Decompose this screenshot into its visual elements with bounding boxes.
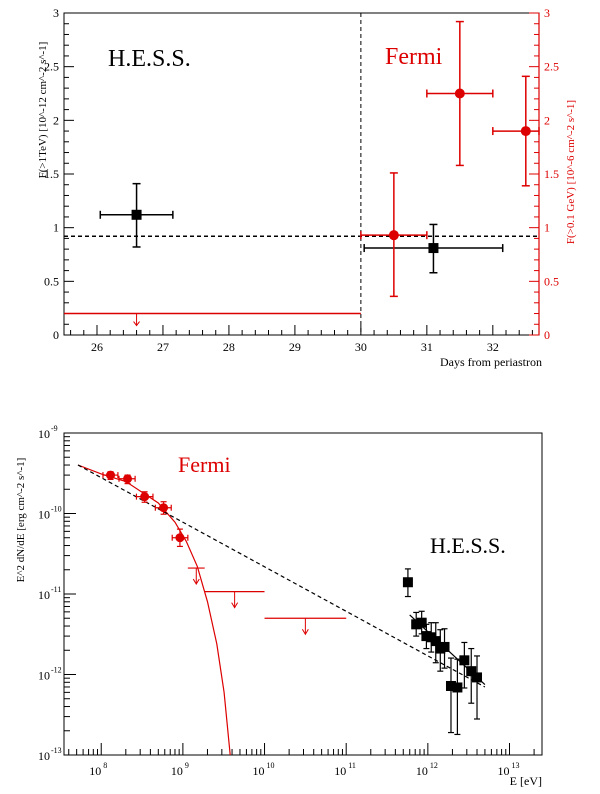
bottom-x-tick-exponent: 12 (430, 761, 438, 770)
bottom-x-tick-label: 10 (416, 764, 428, 778)
bottom-hess-point (445, 680, 456, 691)
bottom-x-tick-exponent: 8 (103, 761, 107, 770)
bottom-y-tick-exponent: -12 (51, 666, 62, 675)
bottom-x-tick-label: 10 (171, 764, 183, 778)
top-left-y-tick-label: 2.5 (44, 60, 59, 74)
top-left-y-tick-label: 1 (53, 221, 59, 235)
bottom-model-line (77, 464, 231, 756)
bottom-upper-limits (187, 567, 347, 636)
bottom-y-axis-label: E^2 dN/dE [erg cm^-2 s^-1] (15, 458, 27, 583)
bottom-x-tick-label: 10 (334, 764, 346, 778)
bottom-fermi-point (175, 533, 185, 543)
bottom-model-lines (77, 464, 486, 756)
top-data-points (99, 20, 540, 298)
bottom-annotation-hess: H.E.S.S. (430, 533, 506, 558)
bottom-upper-limit-arrowhead (192, 578, 200, 586)
bottom-hess-point (466, 666, 477, 677)
top-x-tick-label: 31 (421, 340, 433, 354)
top-right-y-tick-label: 1 (544, 221, 550, 235)
bottom-annotation-fermi: Fermi (178, 452, 231, 477)
top-x-tick-label: 29 (289, 340, 301, 354)
top-right-y-tick-label: 2.5 (544, 60, 559, 74)
bottom-x-tick-exponent: 9 (185, 761, 189, 770)
top-hess-point (428, 243, 439, 254)
bottom-upper-limit-arrowhead (231, 602, 239, 609)
bottom-hess-point (416, 617, 427, 628)
top-fermi-point (388, 230, 399, 241)
top-annotation-fermi: Fermi (385, 44, 443, 70)
bottom-y-tick-label: 10 (38, 427, 50, 441)
bottom-model-line (77, 464, 486, 688)
top-upper-limit-arrowhead (133, 321, 140, 327)
bottom-hess-point (452, 682, 463, 693)
top-right-y-tick-label: 3 (544, 6, 550, 20)
bottom-hess-point (402, 577, 413, 588)
top-right-y-axis-label: F(>0.1 GeV) [10^-6 cm^-2 s^-1] (565, 100, 577, 244)
bottom-y-tick-exponent: -9 (51, 424, 58, 433)
top-right-y-tick-label: 0.5 (544, 274, 559, 288)
bottom-x-axis-label: E [eV] (510, 774, 542, 788)
bottom-data-points (102, 470, 483, 736)
top-left-y-tick-label: 0.5 (44, 274, 59, 288)
bottom-x-tick-label: 10 (89, 764, 101, 778)
top-left-y-tick-label: 1.5 (44, 167, 59, 181)
bottom-hess-point (439, 641, 450, 652)
bottom-y-tick-label: 10 (38, 669, 50, 683)
bottom-y-tick-label: 10 (38, 588, 50, 602)
top-fermi-point (454, 88, 465, 99)
top-left-y-tick-label: 3 (53, 6, 59, 20)
bottom-x-tick-exponent: 13 (512, 761, 520, 770)
bottom-hess-point (411, 619, 422, 630)
bottom-y-tick-label: 10 (38, 749, 50, 763)
top-y-ticks-left: 0 0.5 1 1.5 2 2.5 3 (44, 6, 74, 342)
top-right-y-tick-label: 2 (544, 113, 550, 127)
bottom-x-ticks: 10 8 10 9 10 10 10 11 10 12 10 13 (68, 743, 535, 778)
bottom-y-tick-exponent: -10 (51, 505, 62, 514)
bottom-x-tick-exponent: 11 (348, 761, 356, 770)
bottom-upper-limit-arrowhead (301, 628, 309, 636)
bottom-x-tick-label: 10 (253, 764, 265, 778)
top-fermi-point (520, 126, 531, 137)
top-annotation-hess: H.E.S.S. (108, 46, 191, 72)
bottom-hess-point (459, 655, 470, 666)
bottom-fermi-point (123, 474, 133, 484)
top-left-y-axis-label: F(>1TeV) [10^-12 cm^-2 s^-1] (37, 42, 49, 179)
top-x-tick-label: 30 (355, 340, 367, 354)
top-hess-point (131, 209, 142, 220)
top-x-tick-label: 32 (487, 340, 499, 354)
bottom-x-tick-label: 10 (498, 764, 510, 778)
bottom-fermi-point (159, 503, 169, 513)
top-left-y-tick-label: 0 (53, 328, 59, 342)
top-right-y-tick-label: 0 (544, 328, 550, 342)
top-right-y-tick-label: 1.5 (544, 167, 559, 181)
top-x-axis-label: Days from periastron (440, 355, 542, 369)
bottom-hess-point (472, 672, 483, 683)
bottom-hess-point (430, 636, 441, 647)
bottom-y-tick-label: 10 (38, 508, 50, 522)
top-x-ticks: 26 27 28 29 30 31 32 (70, 325, 533, 354)
top-upper-limits (64, 312, 361, 327)
top-left-y-tick-label: 2 (53, 113, 59, 127)
top-x-tick-label: 28 (223, 340, 235, 354)
bottom-x-tick-exponent: 10 (267, 761, 275, 770)
bottom-y-tick-exponent: -13 (51, 746, 62, 755)
light-curve-panel: 26 27 28 29 30 31 32 0 0.5 1 1.5 2 2.5 3 0 0.5 1 1.5 2 2.… (37, 6, 577, 369)
bottom-y-tick-exponent: -11 (51, 585, 61, 594)
top-x-tick-label: 26 (91, 340, 103, 354)
top-x-tick-label: 27 (157, 340, 169, 354)
bottom-fermi-point (140, 492, 150, 502)
top-y-ticks-right: 0 0.5 1 1.5 2 2.5 3 (529, 6, 559, 342)
bottom-fermi-point (106, 470, 116, 480)
